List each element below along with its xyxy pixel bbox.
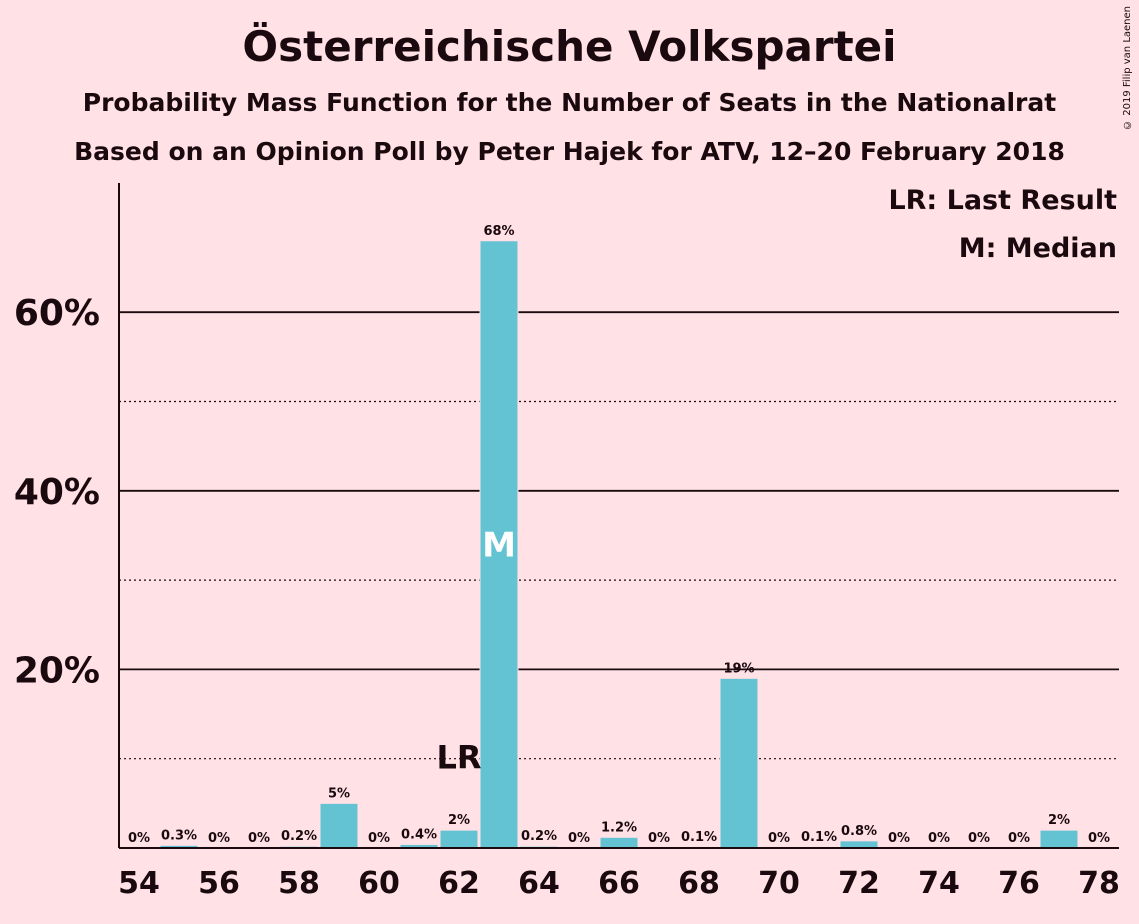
bar-69 [719, 677, 759, 849]
bar-value-label: 2% [448, 813, 470, 828]
x-tick-label: 54 [118, 866, 160, 901]
x-tick-label: 64 [518, 866, 560, 901]
bar-value-label: 0% [648, 831, 670, 846]
bar-72 [839, 840, 879, 849]
bar-value-label: 0.2% [281, 829, 317, 844]
bar-63 [479, 240, 519, 849]
y-tick-label: 40% [14, 472, 100, 513]
x-tick-label: 78 [1078, 866, 1120, 901]
bar-66 [599, 836, 639, 849]
legend-median: M: Median [959, 233, 1117, 264]
x-tick-label: 60 [358, 866, 400, 901]
x-tick-label: 66 [598, 866, 640, 901]
bar-value-label: 1.2% [601, 820, 637, 835]
bar-59 [319, 802, 359, 849]
bar-value-label: 2% [1048, 813, 1070, 828]
bar-value-label: 0% [1008, 831, 1030, 846]
legend-last-result: LR: Last Result [888, 185, 1117, 216]
bar-value-label: 0.3% [161, 828, 197, 843]
bar-value-label: 0% [368, 831, 390, 846]
x-tick-label: 74 [918, 866, 960, 901]
bar-value-label: 0% [128, 831, 150, 846]
chart-subtitle: Probability Mass Function for the Number… [82, 88, 1057, 117]
y-tick-label: 20% [14, 650, 100, 691]
bar-value-label: 19% [723, 661, 754, 676]
bar-value-label: 0% [248, 831, 270, 846]
x-tick-label: 58 [278, 866, 320, 901]
bar-value-label: 0.4% [401, 827, 437, 842]
bar-value-label: 68% [483, 224, 514, 239]
bar-value-label: 0% [1088, 831, 1110, 846]
x-tick-label: 56 [198, 866, 240, 901]
x-tick-label: 72 [838, 866, 880, 901]
bar-value-label: 0% [768, 831, 790, 846]
bar-77 [1039, 829, 1079, 849]
bar-value-label: 0.2% [521, 829, 557, 844]
x-tick-label: 68 [678, 866, 720, 901]
x-tick-label: 70 [758, 866, 800, 901]
bar-value-label: 0% [888, 831, 910, 846]
bar-62 [439, 829, 479, 849]
y-tick-label: 60% [14, 293, 100, 334]
chart-source: Based on an Opinion Poll by Peter Hajek … [74, 137, 1065, 166]
bar-value-label: 0.8% [841, 824, 877, 839]
last-result-marker: LR [436, 739, 481, 777]
x-tick-label: 76 [998, 866, 1040, 901]
median-marker: M [482, 525, 516, 565]
chart-title: Österreichische Volkspartei [242, 22, 897, 71]
bar-value-label: 0% [928, 831, 950, 846]
bar-value-label: 0% [968, 831, 990, 846]
bar-value-label: 5% [328, 786, 350, 801]
bar-value-label: 0.1% [801, 830, 837, 845]
bar-value-label: 0% [568, 831, 590, 846]
bar-value-label: 0% [208, 831, 230, 846]
bar-value-label: 0.1% [681, 830, 717, 845]
x-tick-label: 62 [438, 866, 480, 901]
